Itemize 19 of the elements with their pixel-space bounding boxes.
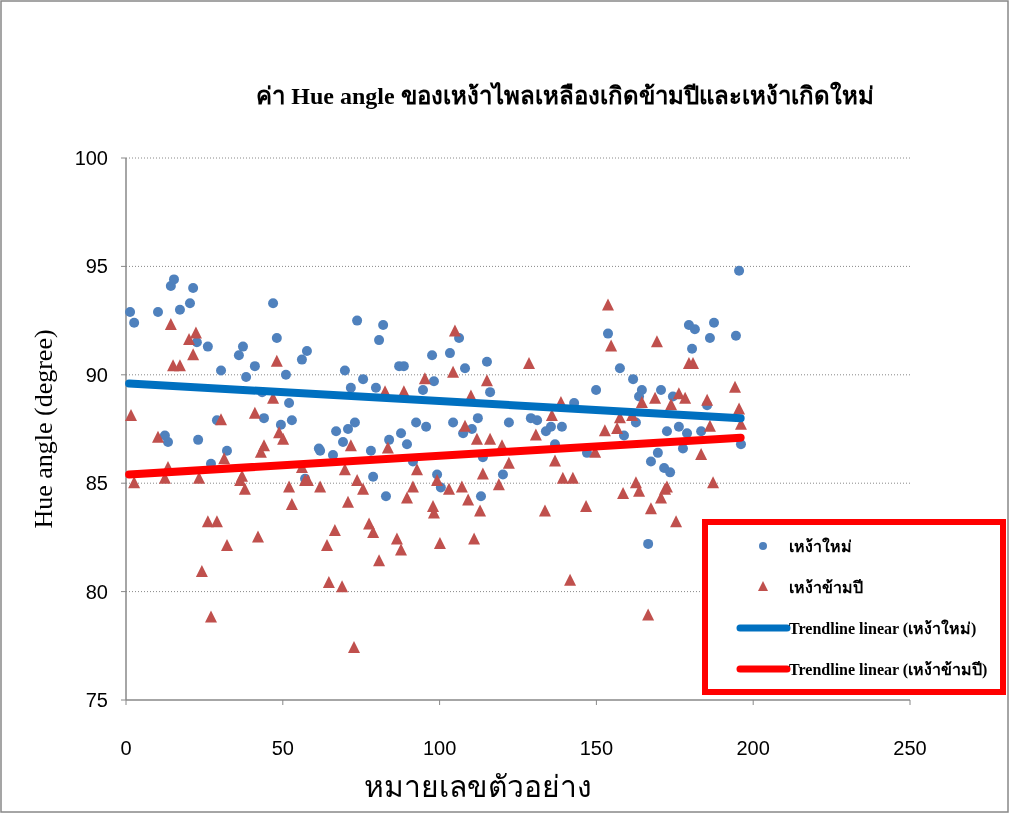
y-axis-title: Hue angle (degree) xyxy=(29,329,58,529)
y-tick-label: 90 xyxy=(85,363,108,386)
y-tick-label: 80 xyxy=(85,580,108,603)
y-tick-label: 100 xyxy=(74,147,108,169)
x-tick-label: 150 xyxy=(579,737,614,759)
x-tick-label: 250 xyxy=(893,737,927,759)
x-tick-label: 0 xyxy=(120,737,132,759)
x-tick-label: 100 xyxy=(422,737,457,759)
chart-title: ค่า Hue angle ของเหง้าไพลเหลืองเกิดข้ามปีและเหง้าเกิดใหม่ xyxy=(256,81,874,109)
x-axis-title: หมายเลขตัวอย่าง xyxy=(364,770,592,803)
legend-label: Trendline linear (เหง้าข้ามปี) xyxy=(789,660,988,679)
x-tick-label: 50 xyxy=(271,737,294,759)
y-tick-label: 75 xyxy=(85,689,108,711)
legend-label: เหง้าใหม่ xyxy=(789,537,852,555)
legend-label: Trendline linear (เหง้าใหม่) xyxy=(789,619,977,638)
legend-label: เหง้าข้ามปี xyxy=(789,578,863,596)
y-tick-label: 95 xyxy=(85,255,108,278)
y-tick-label: 85 xyxy=(85,472,108,495)
x-tick-label: 200 xyxy=(736,737,770,759)
